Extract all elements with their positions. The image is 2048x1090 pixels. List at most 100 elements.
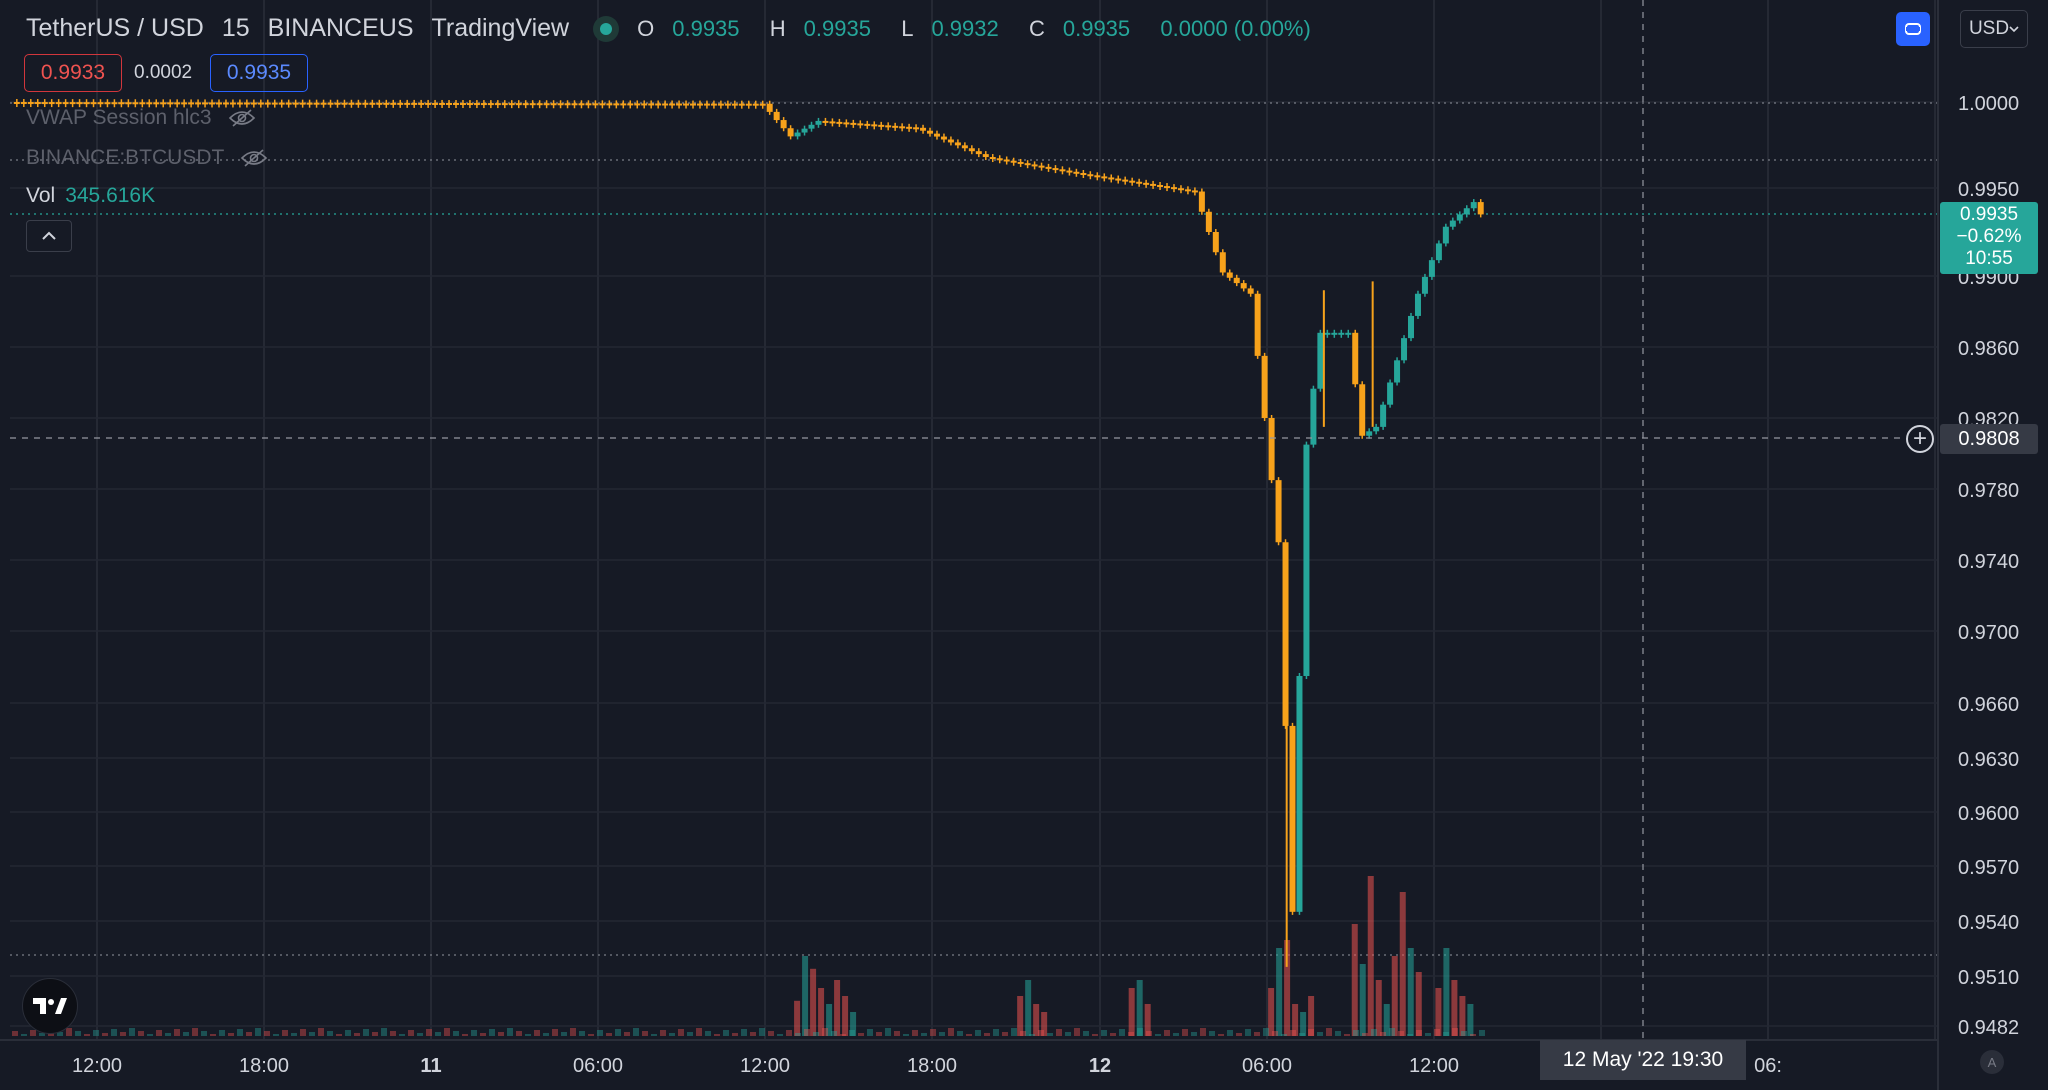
volume-bar [1434, 1029, 1440, 1036]
interval[interactable]: 15 [221, 14, 250, 42]
candle [1435, 243, 1442, 261]
symbol-name[interactable]: TetherUS / USD [26, 14, 204, 42]
volume-bar [1461, 1031, 1467, 1036]
candle [1170, 187, 1177, 190]
hidden-eye-icon[interactable] [240, 148, 268, 168]
volume-bar [1359, 964, 1366, 1036]
volume-bar [660, 1030, 666, 1036]
candles [13, 99, 1484, 967]
buy-button[interactable]: 0.9935 [210, 54, 308, 92]
candle [362, 102, 369, 105]
volume-bar [822, 1028, 828, 1036]
volume-bar [1399, 892, 1406, 1036]
volume-bar [1047, 1033, 1053, 1036]
candle [97, 102, 104, 105]
price-tick-label: 0.9700 [1958, 622, 2019, 644]
volume-bar [1452, 1028, 1458, 1036]
volume-bar [1164, 1030, 1170, 1036]
volume-bar [174, 1029, 180, 1036]
candle [836, 121, 843, 124]
hidden-eye-icon[interactable] [228, 108, 256, 128]
candle [1205, 211, 1212, 232]
volume-bar [1101, 1030, 1107, 1036]
price-tick-label: 0.9950 [1958, 179, 2019, 201]
volume-bar [156, 1030, 162, 1036]
candle [1157, 184, 1164, 187]
crosshair-time-label: 12 May '22 19:30 [1540, 1040, 1746, 1080]
volume-bar [1029, 1034, 1035, 1036]
volume-bar [1391, 956, 1398, 1036]
time-tick-label: 06: [1754, 1055, 1782, 1077]
volume-bar [345, 1030, 351, 1036]
volume-bar [1065, 1032, 1071, 1036]
volume-bar [642, 1031, 648, 1036]
candle [683, 103, 690, 106]
volume-bar [696, 1028, 702, 1036]
candle [578, 103, 585, 106]
volume-bar [804, 1029, 810, 1036]
volume-bar [417, 1033, 423, 1036]
tv-mark-icon [33, 998, 67, 1014]
volume-bar [210, 1034, 216, 1036]
candle [1031, 164, 1038, 167]
volume-bar [363, 1029, 369, 1036]
candle [1017, 161, 1024, 164]
candle [522, 103, 529, 106]
volume-bar [336, 1034, 342, 1036]
candle [829, 121, 836, 124]
time-tick-label: 18:00 [239, 1055, 289, 1077]
chart-mode-button[interactable] [1896, 12, 1930, 46]
candle [299, 102, 306, 105]
currency-select[interactable]: USD [1960, 10, 2028, 48]
volume-bar [1292, 1004, 1299, 1036]
candle [745, 103, 752, 106]
candle [369, 102, 376, 105]
volume-bar [1443, 1032, 1449, 1036]
candle [1038, 165, 1045, 168]
volume-bar [993, 1029, 999, 1036]
candle [585, 103, 592, 106]
volume-bar [1299, 1033, 1305, 1036]
auto-scale-button[interactable]: A [1980, 1050, 2004, 1074]
candle [968, 148, 975, 152]
volume-bar [1375, 980, 1382, 1036]
candle [515, 103, 522, 106]
volume-bar [850, 1012, 857, 1036]
volume-bar [1326, 1028, 1332, 1036]
volume-legend[interactable]: Vol 345.616K [26, 184, 155, 208]
volume-bar [120, 1032, 126, 1036]
volume-bar [1284, 940, 1291, 1036]
volume-bar [354, 1033, 360, 1036]
candle [766, 103, 773, 112]
tradingview-logo-icon[interactable] [22, 978, 78, 1034]
candle [222, 102, 229, 105]
candle [34, 102, 41, 105]
volume-bar [237, 1029, 243, 1036]
volume-bar [93, 1030, 99, 1036]
volume-bar [381, 1028, 387, 1036]
study-vwap[interactable]: VWAP Session hlc3 [26, 106, 256, 130]
volume-bar [794, 1000, 801, 1036]
candle [1470, 202, 1477, 209]
study-compare[interactable]: BINANCE:BTCUSDT [26, 146, 268, 170]
spread-value: 0.0002 [134, 62, 193, 83]
candle [571, 103, 578, 106]
volume-bar [255, 1028, 261, 1036]
price-tick-label: 0.9630 [1958, 749, 2019, 771]
market-status-icon[interactable] [593, 15, 620, 42]
candle [1401, 338, 1408, 361]
volume-bar [1290, 1030, 1296, 1036]
candle [1080, 173, 1087, 176]
volume-bar [1335, 1031, 1341, 1036]
candle [292, 102, 299, 105]
plus-circle-icon[interactable]: + [1906, 425, 1934, 453]
candle [906, 126, 913, 129]
sell-button[interactable]: 0.9933 [24, 54, 122, 92]
candle [425, 102, 432, 105]
candle [620, 103, 627, 106]
crosshair [10, 0, 1902, 1040]
volume-bar [1389, 1028, 1395, 1036]
collapse-legend-button[interactable] [26, 220, 72, 252]
candle [885, 125, 892, 128]
